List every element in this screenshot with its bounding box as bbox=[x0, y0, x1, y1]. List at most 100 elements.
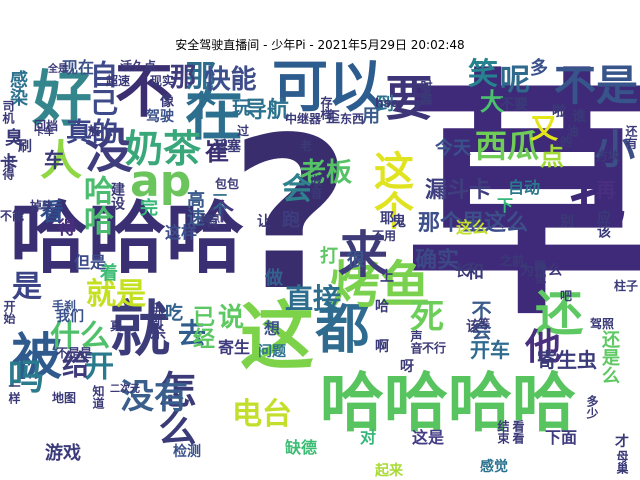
word-cloud-word: 多少 bbox=[585, 395, 599, 419]
word-cloud-word: 笑 bbox=[468, 57, 498, 92]
word-cloud-word: 开始 bbox=[2, 300, 16, 324]
word-cloud-word: 死 bbox=[410, 297, 444, 337]
word-cloud-word: 问题 bbox=[258, 344, 286, 360]
word-cloud-word: 都 bbox=[306, 300, 369, 354]
word-cloud-word: 母巢 bbox=[615, 450, 629, 474]
word-cloud-word: 看 bbox=[40, 198, 64, 226]
word-cloud-word: 还是么 bbox=[599, 330, 620, 384]
word-cloud-word: 好 bbox=[32, 65, 92, 135]
word-cloud-word: 不用 bbox=[372, 229, 397, 243]
word-cloud-word: 还 bbox=[535, 286, 584, 342]
word-cloud-word: 车 bbox=[44, 148, 64, 172]
word-cloud-word: 高速 bbox=[184, 190, 205, 226]
word-cloud-word: 不是 bbox=[554, 61, 639, 110]
word-cloud-word: 放 bbox=[88, 124, 101, 138]
word-cloud-word: 让 bbox=[257, 214, 271, 230]
word-cloud-word: 刷 bbox=[18, 139, 32, 155]
word-cloud-word: 应该 bbox=[595, 210, 611, 238]
word-cloud-word: 草 bbox=[357, 60, 640, 320]
word-cloud-word: 漏斗卡 bbox=[425, 178, 492, 203]
word-cloud-word: 要 bbox=[385, 71, 434, 127]
word-cloud-word: 下 bbox=[497, 196, 514, 215]
word-cloud-word: 记得 bbox=[1, 156, 15, 180]
word-cloud-word: 是 bbox=[6, 270, 41, 300]
word-cloud-word: 没有 bbox=[120, 377, 188, 417]
word-cloud-word: 崔 bbox=[205, 138, 229, 166]
word-cloud-word: 睡觉 bbox=[533, 260, 547, 284]
word-cloud-word: 快 bbox=[200, 65, 230, 91]
word-cloud-word: 小 bbox=[595, 127, 635, 173]
word-cloud-word: 怎么 bbox=[152, 370, 196, 446]
word-cloud-word: 会 bbox=[282, 172, 312, 207]
word-cloud-word: 收音 bbox=[309, 175, 323, 199]
word-cloud-word: 东西 bbox=[340, 112, 365, 126]
word-cloud-word: 给 bbox=[58, 350, 91, 378]
word-cloud-word: 啦 bbox=[552, 104, 566, 120]
word-cloud-word: 我们 bbox=[56, 309, 84, 325]
word-cloud-word: 个 bbox=[210, 198, 234, 226]
word-cloud-word: 方块 bbox=[596, 149, 621, 163]
word-cloud-word: 谁 bbox=[572, 109, 586, 125]
word-cloud-word: 不 bbox=[115, 57, 174, 125]
word-cloud-word: 感觉 bbox=[480, 459, 508, 475]
word-cloud-word: 柱子 bbox=[614, 279, 639, 293]
word-cloud-word: 歪 bbox=[326, 110, 340, 126]
word-cloud-word: 真 bbox=[110, 319, 123, 333]
word-cloud-word: 开车 bbox=[470, 338, 510, 362]
word-cloud-word: 有 bbox=[205, 214, 219, 230]
word-cloud-word: 已经 bbox=[189, 305, 214, 349]
word-cloud-word: 活塞 bbox=[213, 139, 241, 155]
word-cloud-word: 吧 bbox=[560, 289, 573, 303]
word-cloud-word: 不能 bbox=[0, 209, 25, 223]
word-cloud-word: ap bbox=[130, 156, 192, 207]
word-cloud-word: 完 bbox=[140, 198, 158, 219]
word-cloud-word: 打 bbox=[320, 246, 338, 267]
word-cloud-word: 在 bbox=[185, 80, 244, 148]
word-cloud-word: 大 bbox=[480, 88, 504, 116]
word-cloud-word: 卡 bbox=[0, 153, 18, 174]
word-cloud-word: 知道 bbox=[91, 385, 105, 409]
word-cloud-word: 也 bbox=[570, 170, 626, 235]
word-cloud-word: 玩 bbox=[232, 98, 250, 119]
word-cloud-word: 这样 bbox=[165, 223, 198, 242]
word-cloud-word: 中继器 bbox=[285, 112, 322, 126]
word-cloud-word: 老板 bbox=[300, 158, 353, 188]
word-cloud-word: 时候 bbox=[419, 80, 433, 104]
word-cloud-word: 什么 bbox=[50, 319, 110, 354]
word-cloud-word: 直接 bbox=[285, 282, 342, 315]
word-cloud-word: ? bbox=[230, 92, 352, 337]
word-cloud-word: 耶 bbox=[380, 211, 394, 227]
word-cloud-word: 声音 bbox=[409, 330, 423, 354]
word-cloud-word: 一样 bbox=[7, 380, 21, 404]
word-cloud-word: 感染 bbox=[7, 70, 28, 106]
word-cloud-word: 想 bbox=[261, 320, 280, 336]
word-cloud-word: 存档 bbox=[319, 96, 333, 120]
word-cloud-word: 呢 bbox=[500, 63, 530, 98]
word-cloud-word: 不要 bbox=[500, 97, 528, 113]
word-cloud-word: 有点 bbox=[200, 214, 220, 225]
word-cloud-word: 确实 bbox=[415, 248, 460, 273]
word-cloud-word: 被 bbox=[4, 330, 62, 380]
word-cloud-word: 这么 bbox=[456, 218, 489, 237]
word-cloud-word: 能 bbox=[226, 65, 256, 91]
word-cloud-word: 没 bbox=[76, 125, 132, 173]
word-cloud-word: 用 bbox=[362, 106, 380, 127]
word-cloud-word: 吗 bbox=[8, 357, 45, 398]
word-cloud-word: 不是是 bbox=[56, 346, 93, 360]
word-cloud-word: 又 bbox=[530, 112, 559, 145]
word-cloud-word: 进到 bbox=[149, 305, 163, 329]
word-cloud-word: 哈哈哈哈 bbox=[320, 367, 576, 441]
word-cloud-word: 那个里这么 bbox=[418, 211, 529, 236]
word-cloud-word: 老 bbox=[300, 139, 313, 153]
word-cloud-word: 油 bbox=[565, 125, 579, 137]
word-cloud-word: 地图 bbox=[52, 391, 77, 405]
word-cloud-word: 这 bbox=[240, 294, 314, 380]
word-cloud-word: 回档 bbox=[34, 119, 59, 133]
word-cloud-word: 着 bbox=[100, 263, 118, 284]
word-cloud-word: 鬼 bbox=[392, 214, 406, 230]
word-cloud-word: 不行 bbox=[422, 341, 447, 355]
word-cloud-word: 结束 bbox=[496, 420, 510, 444]
word-cloud-word: 自己 bbox=[86, 60, 119, 116]
word-cloud-word: 活久点 bbox=[120, 59, 157, 73]
